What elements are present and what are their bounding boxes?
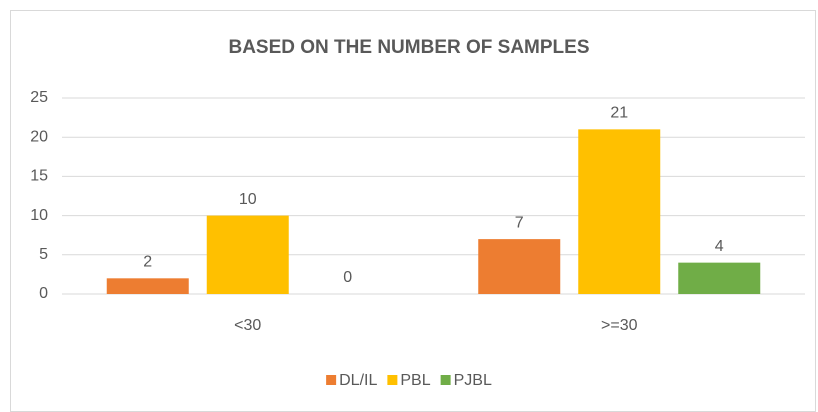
data-label: 0 xyxy=(343,269,352,286)
y-tick-label: 25 xyxy=(30,89,48,106)
bar xyxy=(206,215,289,294)
legend-label: PBL xyxy=(400,372,430,389)
bar xyxy=(678,262,761,294)
bar xyxy=(478,239,561,294)
y-tick-label: 20 xyxy=(30,128,48,145)
chart-border xyxy=(10,10,816,412)
y-tick-label: 0 xyxy=(39,285,48,302)
data-label: 7 xyxy=(515,214,524,231)
data-label: 10 xyxy=(239,191,257,208)
bar xyxy=(106,278,189,294)
x-tick-label: <30 xyxy=(234,317,261,334)
legend-label: DL/IL xyxy=(339,372,377,389)
legend-swatch xyxy=(387,375,398,385)
y-tick-label: 10 xyxy=(30,207,48,224)
data-label: 4 xyxy=(715,238,724,255)
legend-swatch xyxy=(440,375,451,385)
bar xyxy=(578,129,661,294)
legend-label: PJBL xyxy=(454,372,492,389)
data-label: 21 xyxy=(610,105,628,122)
legend-swatch xyxy=(326,375,337,385)
y-tick-label: 5 xyxy=(39,246,48,263)
y-tick-label: 15 xyxy=(30,168,48,185)
chart-title: BASED ON THE NUMBER OF SAMPLES xyxy=(228,37,589,58)
data-label: 2 xyxy=(143,254,152,271)
x-tick-label: >=30 xyxy=(601,317,638,334)
